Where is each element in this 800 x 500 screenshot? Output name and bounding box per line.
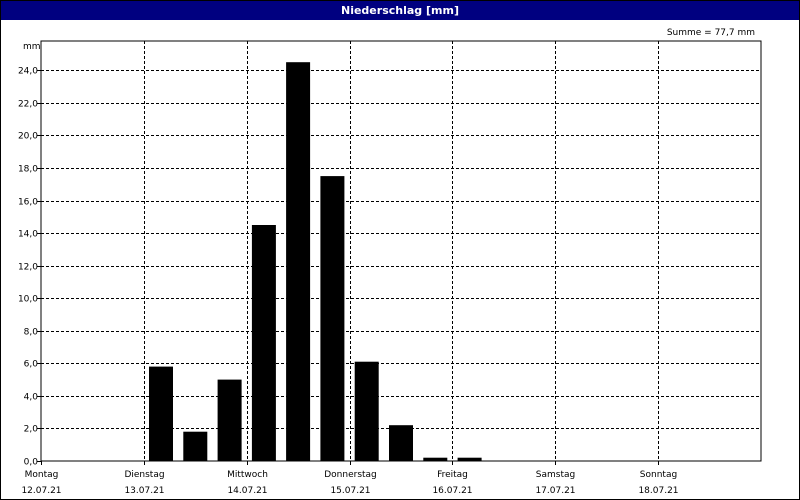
y-tick-label: 14,0 (18, 230, 38, 240)
bar (423, 457, 448, 461)
x-day-label: Mittwoch (227, 470, 268, 480)
x-date-label: 15.07.21 (330, 486, 370, 496)
sum-label: Summe = 77,7 mm (667, 28, 755, 38)
y-tick-label: 24,0 (18, 67, 38, 77)
x-date-label: 12.07.21 (21, 486, 61, 496)
x-date-label: 14.07.21 (227, 486, 267, 496)
x-date-label: 13.07.21 (124, 486, 164, 496)
grid-layer (41, 41, 761, 461)
bar (354, 361, 379, 461)
y-axis-label: mm (23, 42, 41, 52)
y-tick-label: 4,0 (24, 393, 39, 403)
y-tick-label: 22,0 (18, 100, 38, 110)
bar (217, 379, 242, 461)
x-day-label: Donnerstag (324, 470, 377, 480)
x-day-label: Sonntag (640, 470, 677, 480)
y-tick-label: 18,0 (18, 165, 38, 175)
x-date-label: 17.07.21 (535, 486, 575, 496)
x-day-label: Dienstag (124, 470, 164, 480)
x-date-label: 18.07.21 (638, 486, 678, 496)
y-tick-label: 2,0 (24, 425, 39, 435)
y-tick-label: 6,0 (24, 360, 39, 370)
y-tick-label: 16,0 (18, 198, 38, 208)
plot-frame (40, 40, 762, 462)
bar-layer (149, 62, 482, 461)
y-tick-label: 8,0 (24, 328, 39, 338)
bar (457, 457, 482, 461)
bar (286, 62, 311, 461)
y-tick-label: 0,0 (24, 458, 39, 468)
y-tick-label: 12,0 (18, 263, 38, 273)
bar (251, 225, 276, 461)
x-day-label: Freitag (437, 470, 468, 480)
y-tick-label: 10,0 (18, 295, 38, 305)
axis-layer: 0,0 2,0 4,0 6,0 8,0 10,0 12,0 14,0 16,0 18,0 20,0 2… (18, 40, 762, 496)
bar (149, 366, 173, 461)
x-day-label: Samstag (536, 470, 575, 480)
y-tick-label: 20,0 (18, 132, 38, 142)
x-date-label: 16.07.21 (432, 486, 472, 496)
bar (389, 425, 413, 461)
bar (183, 431, 208, 461)
window-title: Niederschlag [mm] (1, 1, 799, 20)
x-day-label: Montag (25, 470, 59, 480)
bar (320, 176, 345, 461)
